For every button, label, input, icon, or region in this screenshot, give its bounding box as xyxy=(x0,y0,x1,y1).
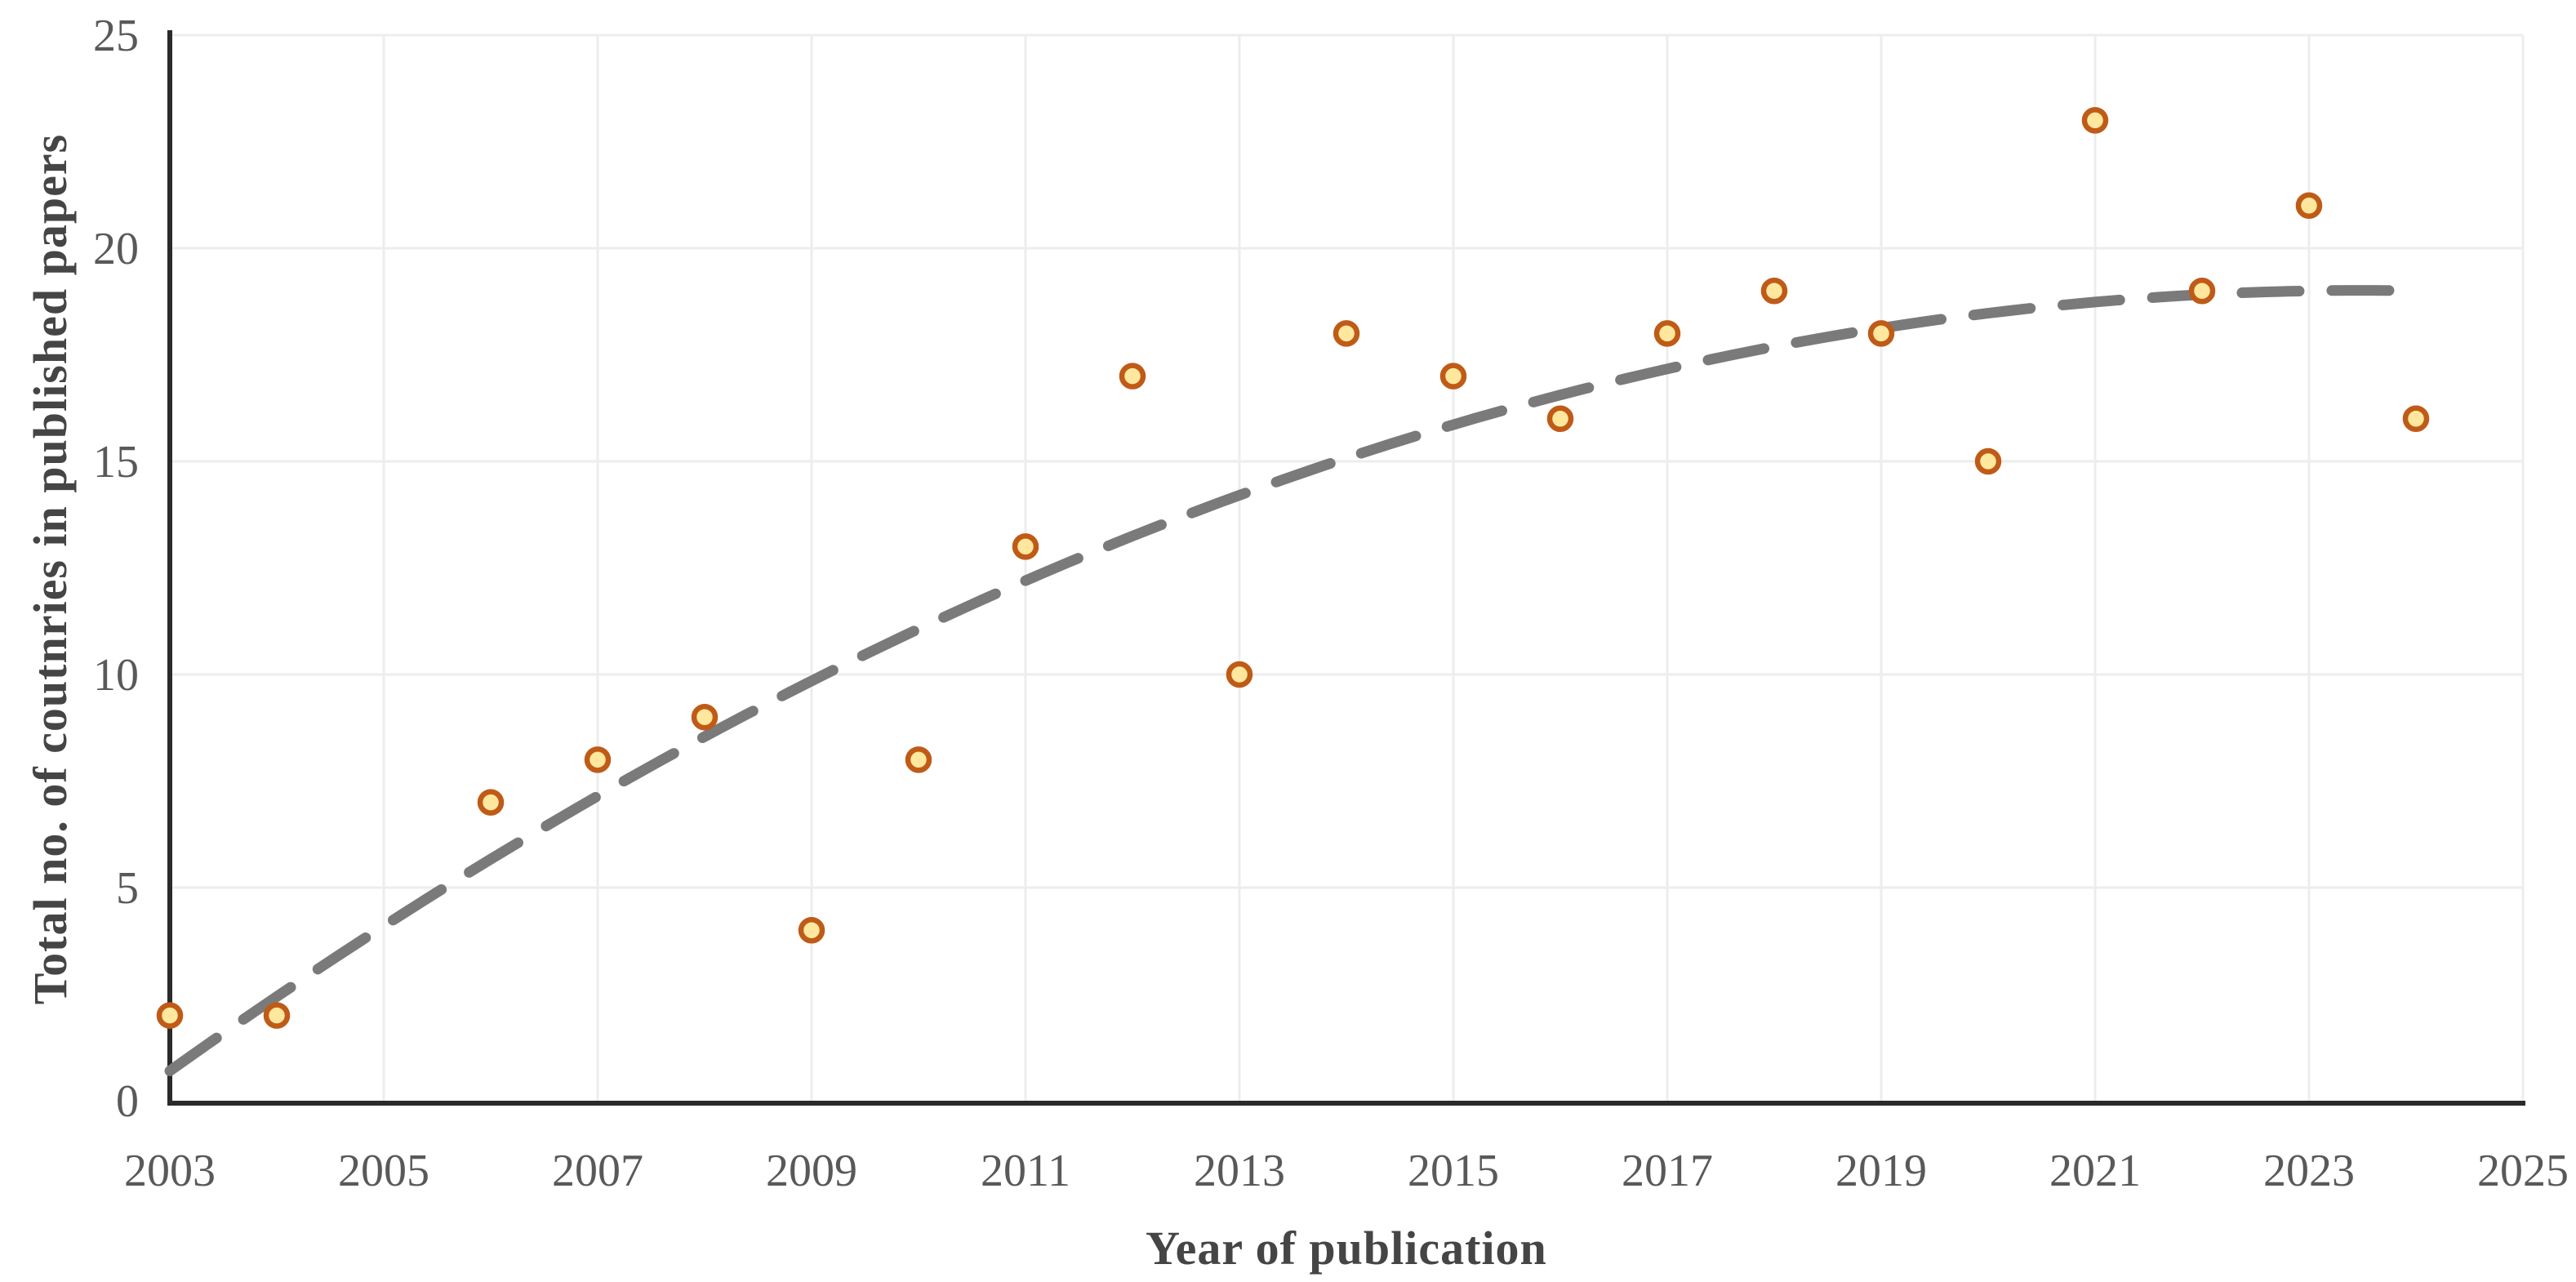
x-tick-label-2023: 2023 xyxy=(2263,1146,2355,1196)
data-point-2004 xyxy=(263,1002,291,1029)
data-point-2018 xyxy=(1760,277,1788,305)
x-tick-label-2013: 2013 xyxy=(1194,1146,1285,1196)
x-tick-label-2019: 2019 xyxy=(1835,1146,1927,1196)
data-point-2007 xyxy=(584,746,612,773)
data-point-2010 xyxy=(905,746,932,773)
data-point-2020 xyxy=(1974,447,2002,475)
y-tick-label-25: 25 xyxy=(93,11,139,61)
x-tick-label-2007: 2007 xyxy=(552,1146,643,1196)
y-tick-label-10: 10 xyxy=(93,650,139,701)
data-point-2017 xyxy=(1653,320,1681,347)
data-point-2019 xyxy=(1867,320,1895,347)
data-point-2012 xyxy=(1119,363,1146,389)
data-point-2008 xyxy=(691,703,719,731)
x-tick-label-2011: 2011 xyxy=(981,1146,1070,1196)
y-tick-label-20: 20 xyxy=(93,224,139,274)
data-point-2013 xyxy=(1226,661,1253,688)
data-point-2016 xyxy=(1546,405,1574,433)
x-tick-label-2003: 2003 xyxy=(124,1146,216,1196)
trendline xyxy=(164,285,2422,1076)
x-tick-label-2021: 2021 xyxy=(2049,1146,2141,1196)
data-point-2024 xyxy=(2402,405,2430,433)
y-tick-label-0: 0 xyxy=(116,1076,139,1127)
y-tick-label-15: 15 xyxy=(93,437,139,487)
data-point-2009 xyxy=(798,916,825,944)
data-point-2023 xyxy=(2295,192,2323,220)
data-point-2022 xyxy=(2188,277,2216,305)
x-axis-title: Year of publication xyxy=(1146,1222,1547,1275)
data-point-2014 xyxy=(1332,320,1360,347)
x-tick-label-2015: 2015 xyxy=(1408,1146,1499,1196)
x-tick-label-2009: 2009 xyxy=(766,1146,857,1196)
x-tick-label-2005: 2005 xyxy=(338,1146,429,1196)
data-point-2011 xyxy=(1012,533,1039,560)
y-axis-title: Total no. of coutnries in published pape… xyxy=(24,133,77,1005)
data-point-2006 xyxy=(477,789,505,816)
data-point-2003 xyxy=(156,1002,184,1029)
x-tick-label-2017: 2017 xyxy=(1622,1146,1713,1196)
y-tick-label-5: 5 xyxy=(116,863,139,914)
data-point-2021 xyxy=(2081,107,2109,134)
x-tick-label-2025: 2025 xyxy=(2477,1146,2569,1196)
data-point-2015 xyxy=(1439,363,1467,389)
